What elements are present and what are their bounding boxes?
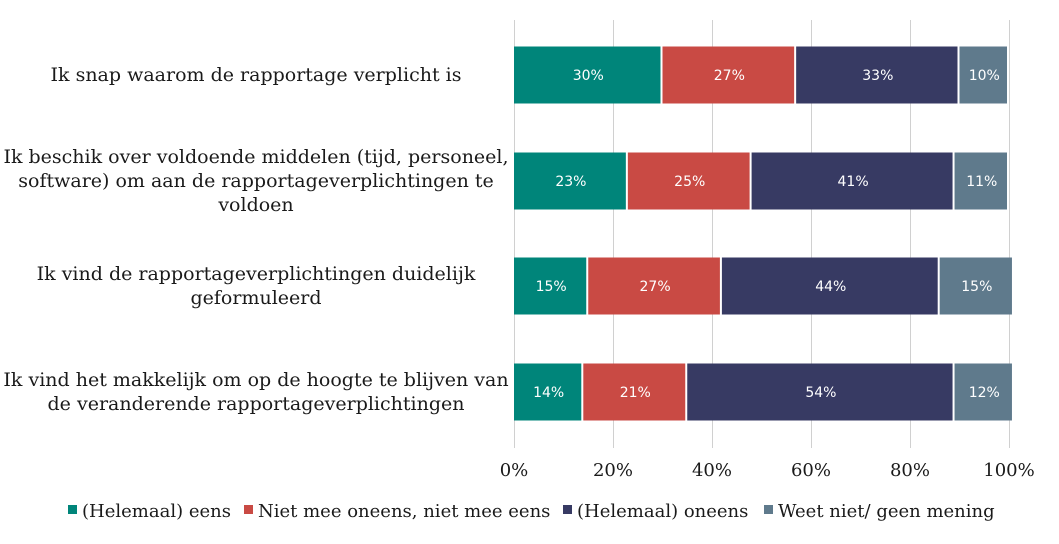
bar-segment xyxy=(954,363,1012,421)
legend-swatch xyxy=(563,505,572,514)
bar-segment xyxy=(588,257,720,315)
data-label: 15% xyxy=(961,279,992,295)
bar-segment xyxy=(514,152,626,210)
bar-segment xyxy=(939,257,1012,315)
data-label: 14% xyxy=(533,385,564,401)
x-tick-label: 0% xyxy=(500,460,529,481)
category-label: Ik beschik over voldoende middelen (tijd… xyxy=(3,146,508,216)
bar-segment xyxy=(662,46,795,104)
data-label: 41% xyxy=(838,174,869,190)
bar-segment xyxy=(514,363,582,421)
legend-label: (Helemaal) eens xyxy=(82,501,231,522)
category-labels: Ik snap waarom de rapportage verplicht i… xyxy=(3,64,508,415)
x-tick-label: 100% xyxy=(983,460,1034,481)
legend-swatch xyxy=(244,505,253,514)
legend-swatch xyxy=(764,505,773,514)
bar-segment xyxy=(687,363,953,421)
category-label: Ik vind het makkelijk om op de hoogte te… xyxy=(3,369,508,415)
data-label: 15% xyxy=(536,279,567,295)
data-label: 30% xyxy=(573,68,604,84)
x-tick-label: 80% xyxy=(890,460,930,481)
bar-segment xyxy=(721,257,938,315)
data-label: 44% xyxy=(815,279,846,295)
bar-segment xyxy=(514,46,661,104)
bar-segment xyxy=(627,152,750,210)
bar-segment xyxy=(959,46,1007,104)
data-label: 27% xyxy=(640,279,671,295)
bar-segment xyxy=(751,152,953,210)
data-label: 12% xyxy=(969,385,1000,401)
x-tick-label: 20% xyxy=(593,460,633,481)
data-label: 10% xyxy=(969,68,1000,84)
legend-label: (Helemaal) oneens xyxy=(577,501,748,522)
bar-segment xyxy=(514,257,587,315)
data-label: 11% xyxy=(966,174,997,190)
data-label: 54% xyxy=(805,385,836,401)
data-label: 21% xyxy=(620,385,651,401)
bar-segments: 30% 27% 33% 10% 23% 25% 41% 11% 15% 27% 44% 15% 14% 2… xyxy=(514,46,1012,421)
category-label: Ik snap waarom de rapportage verplicht i… xyxy=(51,64,462,86)
legend-label: Niet mee oneens, niet mee eens xyxy=(258,501,550,522)
bar-segment xyxy=(954,152,1007,210)
legend-label: Weet niet/ geen mening xyxy=(778,501,995,522)
data-label: 25% xyxy=(674,174,705,190)
x-tick-label: 40% xyxy=(692,460,732,481)
data-label: 33% xyxy=(862,68,893,84)
category-label: Ik vind de rapportageverplichtingen duid… xyxy=(37,263,476,309)
bar-segment xyxy=(796,46,958,104)
bar-segment xyxy=(583,363,686,421)
x-axis-ticks: 0% 20% 40% 60% 80% 100% xyxy=(500,460,1035,481)
legend-swatch xyxy=(68,505,77,514)
data-label: 23% xyxy=(555,174,586,190)
legend: (Helemaal) eens Niet mee oneens, niet mee… xyxy=(68,501,995,522)
x-tick-label: 60% xyxy=(791,460,831,481)
data-label: 27% xyxy=(714,68,745,84)
